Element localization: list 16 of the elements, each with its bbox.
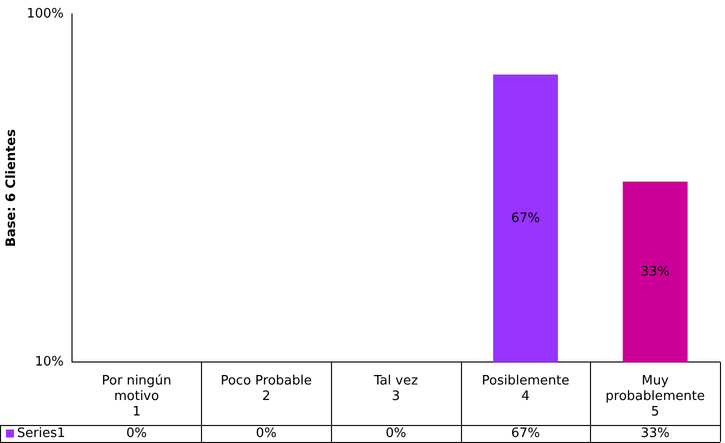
y-axis-title: Base: 6 Clientes [4, 128, 20, 248]
text: 33% [640, 264, 670, 280]
data-label: 33% [640, 426, 670, 441]
text: 67% [511, 210, 540, 226]
y-tick-label: 10% [34, 354, 64, 370]
y-tick-label: 100% [26, 6, 64, 22]
text: 0% [386, 426, 406, 441]
data-label: 67% [511, 426, 540, 441]
x-tick-label: Posiblemente 4 [482, 373, 570, 404]
x-tick-label: Por ningún motivo 1 [102, 373, 172, 420]
x-tick-label: Muy probablemente 5 [606, 373, 705, 420]
text: 0% [256, 426, 277, 441]
text: 0% [126, 426, 147, 441]
x-tick-label: Poco Probable 2 [220, 373, 312, 404]
legend-label: Series1 [17, 426, 66, 441]
x-tick-label: Tal vez 3 [372, 373, 418, 404]
